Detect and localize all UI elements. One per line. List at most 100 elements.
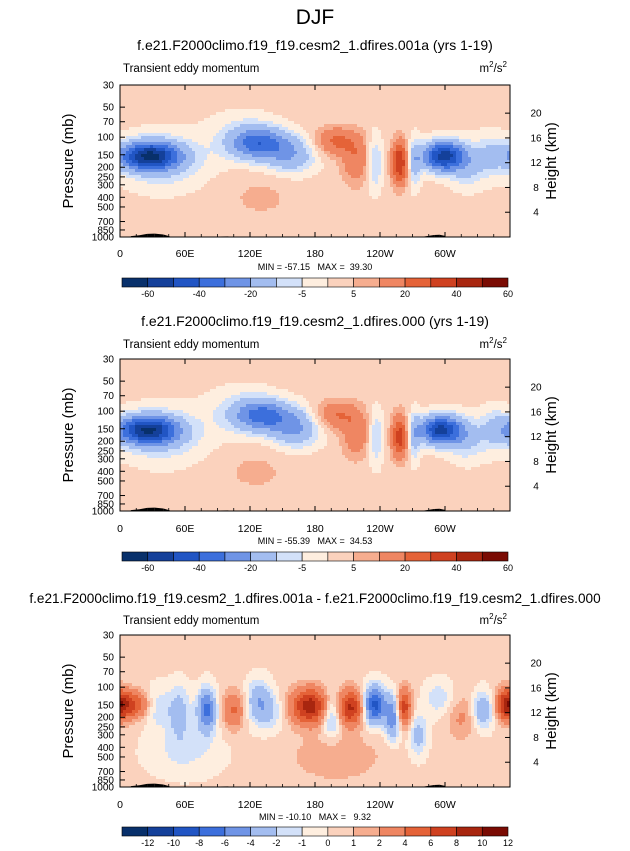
contour-cell <box>135 154 142 158</box>
contour-cell <box>426 437 433 441</box>
contour-cell <box>402 680 409 684</box>
contour-cell <box>276 139 289 143</box>
contour-cell <box>351 151 358 155</box>
contour-cell <box>201 674 214 678</box>
contour-cell <box>126 136 142 140</box>
contour-cell <box>366 725 370 729</box>
contour-cell <box>324 130 355 134</box>
contour-cell <box>408 725 412 729</box>
min-max-stats: MIN = -55.39 MAX = 34.53 <box>258 536 373 546</box>
contour-cell <box>393 437 397 441</box>
contour-cell <box>396 704 400 708</box>
contour-cell <box>417 127 481 131</box>
contour-cell <box>150 695 160 699</box>
contour-cell <box>129 704 136 708</box>
contour-cell <box>363 172 367 176</box>
contour-cell <box>243 118 259 122</box>
contour-cell <box>225 707 232 711</box>
contour-cell <box>381 470 511 474</box>
contour-cell <box>336 695 340 699</box>
contour-cell <box>372 178 379 182</box>
contour-cell <box>378 713 397 717</box>
colorbar-box <box>430 551 457 562</box>
contour-cell <box>186 467 238 471</box>
contour-cell <box>405 151 409 155</box>
contour-cell <box>366 166 370 170</box>
contour-cell <box>420 190 454 194</box>
contour-cell <box>153 145 169 149</box>
contour-cell <box>414 704 418 708</box>
contour-cell <box>414 695 421 699</box>
contour-cell <box>138 407 169 411</box>
contour-cell <box>450 701 460 705</box>
contour-cell <box>396 722 400 726</box>
contour-cell <box>324 701 328 705</box>
contour-cell <box>120 737 139 741</box>
contour-cell <box>249 725 259 729</box>
contour-cell <box>363 683 367 687</box>
contour-cell <box>411 728 415 732</box>
contour-cell <box>120 485 511 489</box>
contour-cell <box>462 440 481 444</box>
contour-cell <box>360 722 364 726</box>
contour-cell <box>354 728 364 732</box>
contour-cell <box>483 169 511 173</box>
contour-cell <box>282 716 286 720</box>
contour-cell <box>276 473 511 477</box>
contour-cell <box>129 163 139 167</box>
contour-cell <box>144 431 154 435</box>
contour-cell <box>210 151 214 155</box>
contour-cell <box>129 154 136 158</box>
contour-cell <box>249 671 271 675</box>
contour-cell <box>141 719 148 723</box>
contour-cell <box>138 163 166 167</box>
contour-cell <box>381 154 385 158</box>
colorbar-box <box>430 277 457 288</box>
contour-cell <box>204 752 232 756</box>
land-mask <box>147 507 155 511</box>
contour-cell <box>219 154 235 158</box>
contour-cell <box>336 707 340 711</box>
contour-cell <box>447 428 454 432</box>
contour-cell <box>444 701 451 705</box>
contour-cell <box>336 163 346 167</box>
contour-cell <box>210 178 292 182</box>
contour-cell <box>129 446 181 450</box>
contour-cell <box>138 133 172 137</box>
contour-cell <box>384 145 391 149</box>
contour-cell <box>321 157 331 161</box>
contour-cell <box>189 761 232 765</box>
contour-cell <box>411 437 427 441</box>
contour-cell <box>120 163 124 167</box>
contour-cell <box>435 172 478 176</box>
contour-cell <box>294 704 298 708</box>
contour-cell <box>174 181 208 185</box>
colorbar-label: -4 <box>247 838 255 848</box>
contour-cell <box>303 145 310 149</box>
contour-cell <box>468 707 472 711</box>
contour-cell <box>318 428 325 432</box>
contour-cell <box>468 431 502 435</box>
contour-cell <box>405 437 409 441</box>
contour-cell <box>138 716 145 720</box>
contour-cell <box>399 725 403 729</box>
contour-cell <box>339 704 343 708</box>
contour-cell <box>345 148 358 152</box>
contour-cell <box>297 151 307 155</box>
contour-cell <box>351 187 361 191</box>
contour-cell <box>207 157 226 161</box>
contour-cell <box>120 217 511 221</box>
contour-cell <box>291 683 307 687</box>
contour-cell <box>405 160 409 164</box>
contour-cell <box>384 431 388 435</box>
contour-cell <box>426 719 439 723</box>
contour-cell <box>120 428 124 432</box>
contour-cell <box>336 692 340 696</box>
contour-cell <box>165 728 175 732</box>
contour-cell <box>327 734 337 738</box>
colorbar-box <box>276 826 303 837</box>
contour-cell <box>306 398 325 402</box>
contour-cell <box>312 698 319 702</box>
contour-cell <box>225 698 241 702</box>
contour-cell <box>192 446 220 450</box>
